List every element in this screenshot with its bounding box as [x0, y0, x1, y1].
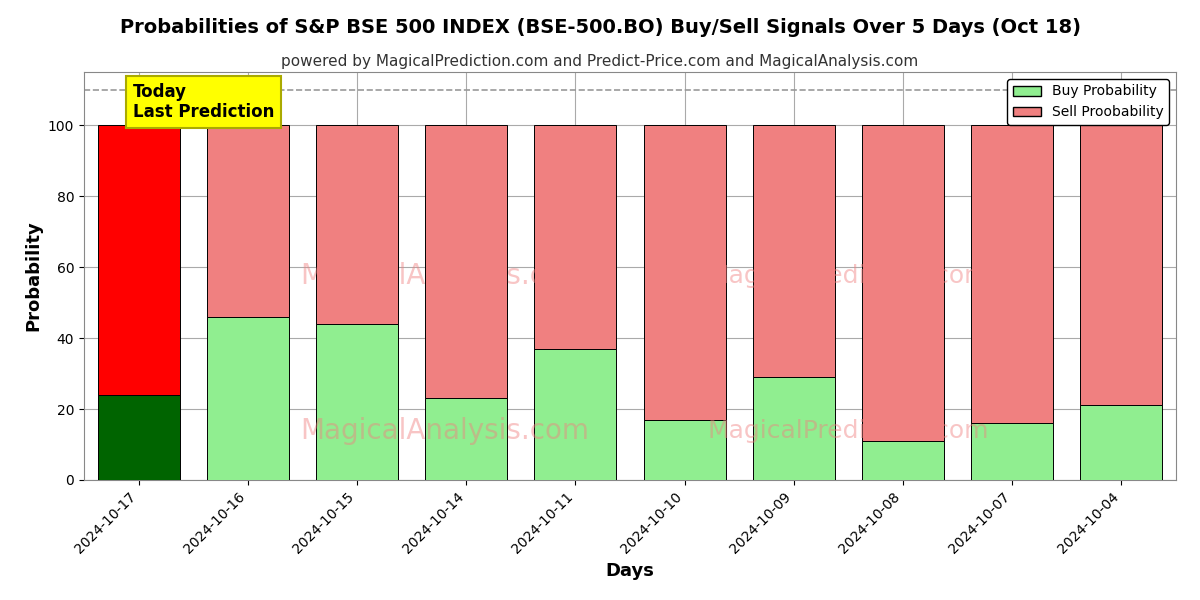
Y-axis label: Probability: Probability [24, 221, 42, 331]
Text: Probabilities of S&P BSE 500 INDEX (BSE-500.BO) Buy/Sell Signals Over 5 Days (Oc: Probabilities of S&P BSE 500 INDEX (BSE-… [120, 18, 1080, 37]
Bar [316, 125, 398, 324]
Bar [643, 419, 726, 480]
Bar [206, 125, 289, 317]
Bar [862, 441, 944, 480]
Bar [425, 398, 508, 480]
Bar [534, 125, 617, 349]
Bar [752, 125, 835, 377]
Bar [534, 349, 617, 480]
Bar [97, 395, 180, 480]
Legend: Buy Probability, Sell Proobability: Buy Probability, Sell Proobability [1007, 79, 1169, 125]
Bar [862, 125, 944, 441]
Text: MagicalAnalysis.com: MagicalAnalysis.com [300, 262, 589, 290]
Bar [1080, 406, 1163, 480]
Bar [206, 317, 289, 480]
Text: MagicalAnalysis.com: MagicalAnalysis.com [300, 417, 589, 445]
Text: MagicalPrediction.com: MagicalPrediction.com [708, 419, 989, 443]
Bar [1080, 125, 1163, 406]
Text: MagicalPrediction.com: MagicalPrediction.com [708, 264, 989, 288]
Bar [971, 423, 1054, 480]
Bar [752, 377, 835, 480]
Bar [971, 125, 1054, 423]
Text: Today
Last Prediction: Today Last Prediction [133, 83, 275, 121]
Bar [643, 125, 726, 419]
Text: powered by MagicalPrediction.com and Predict-Price.com and MagicalAnalysis.com: powered by MagicalPrediction.com and Pre… [281, 54, 919, 69]
Bar [316, 324, 398, 480]
Bar [425, 125, 508, 398]
X-axis label: Days: Days [606, 562, 654, 580]
Bar [97, 125, 180, 395]
